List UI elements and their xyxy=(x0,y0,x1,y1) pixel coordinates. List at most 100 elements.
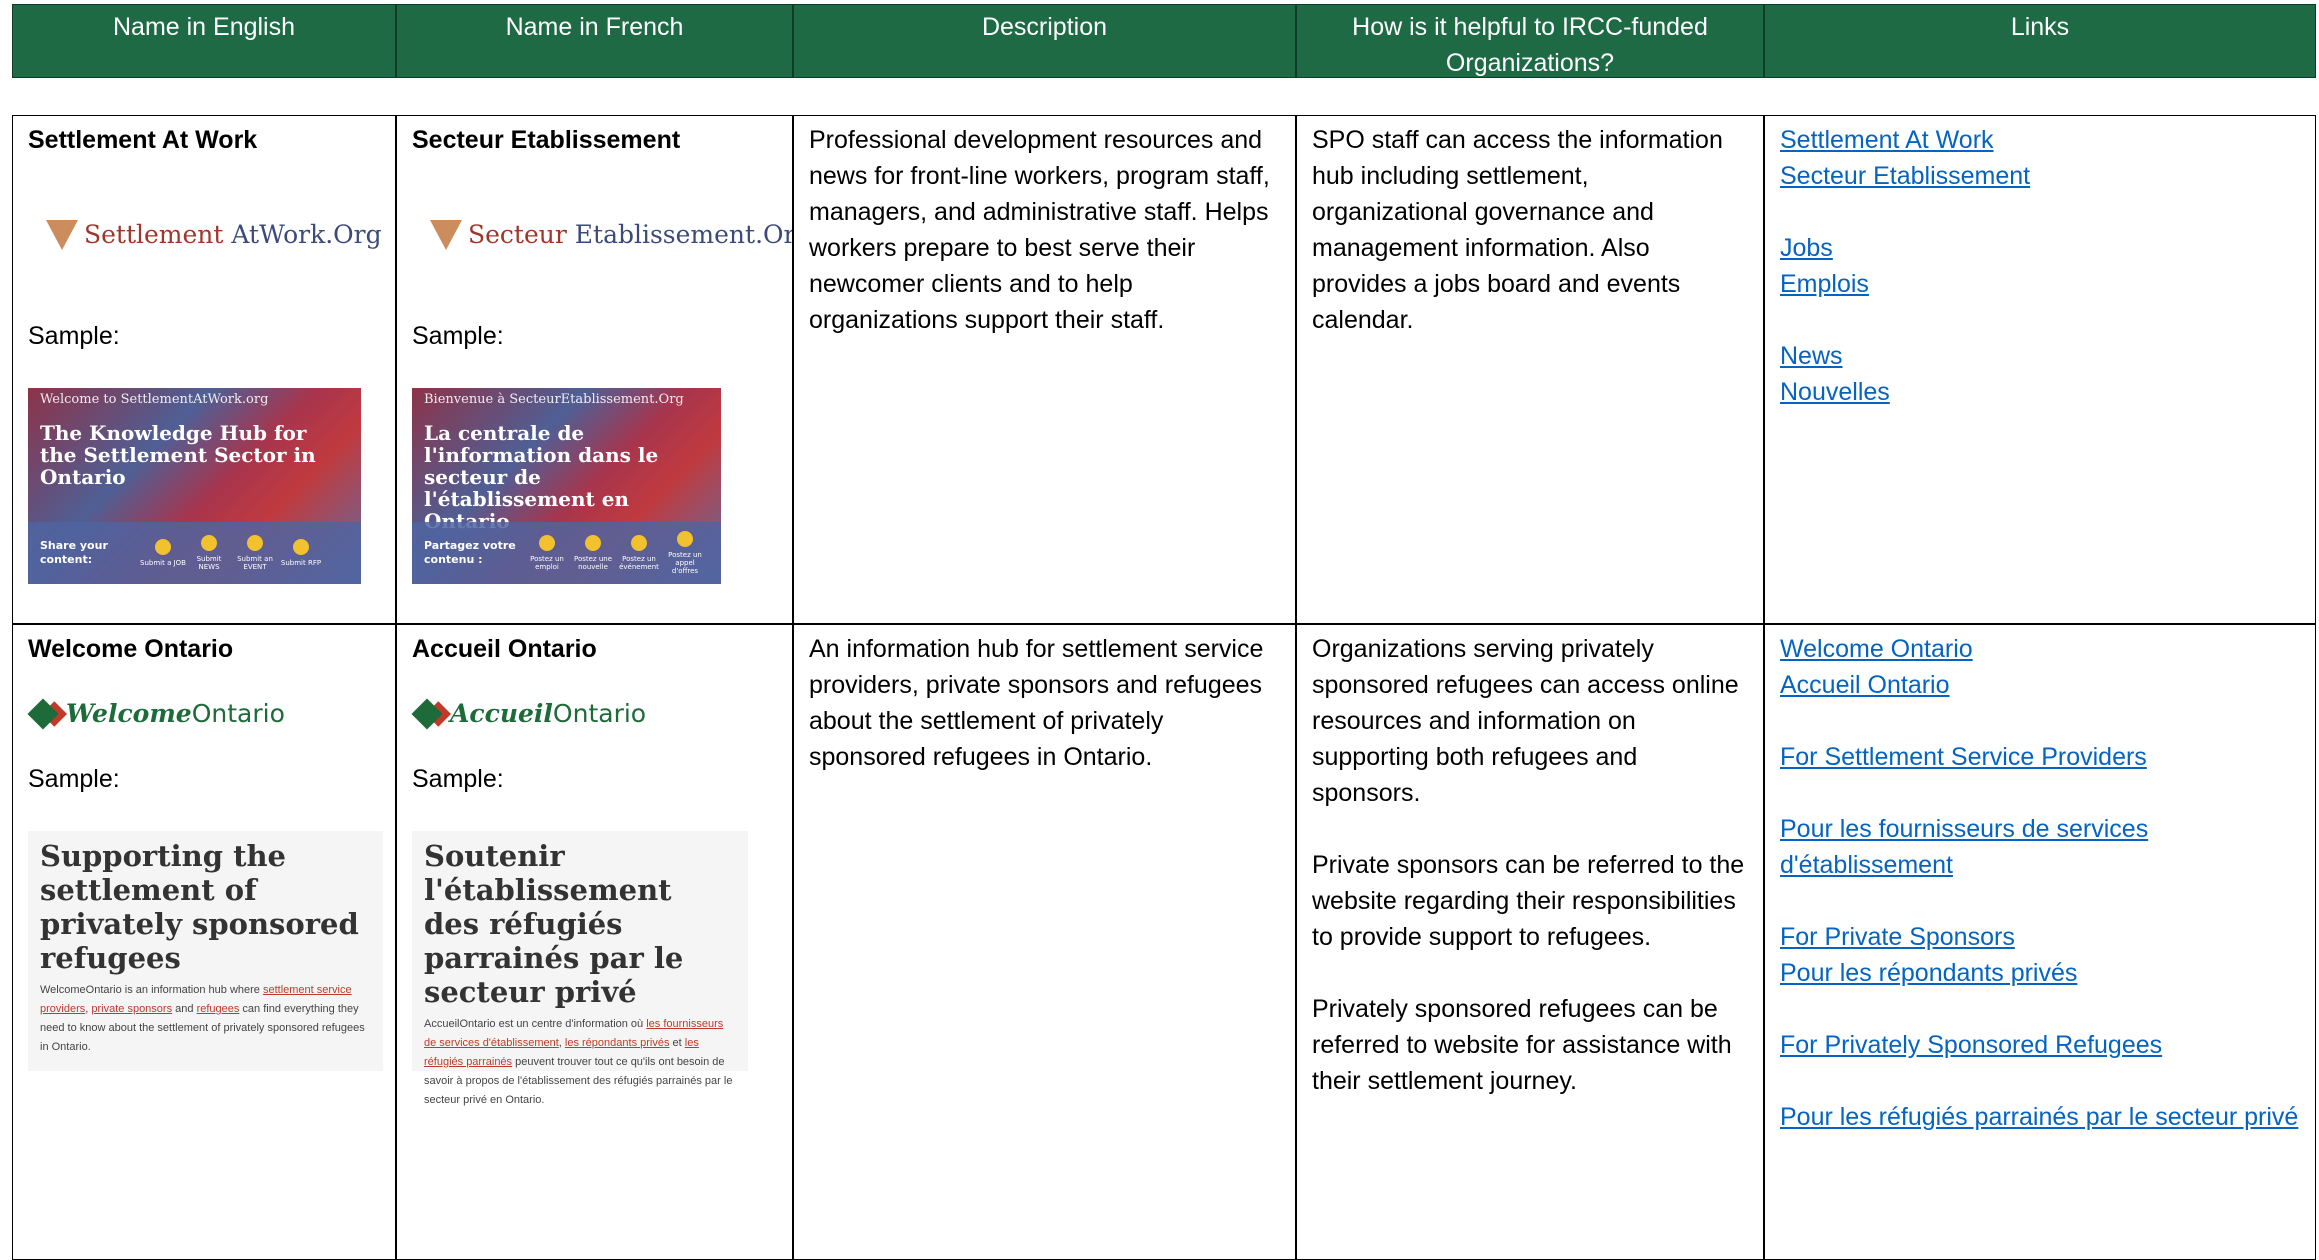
banner-button: Postez une nouvelle xyxy=(570,535,616,571)
link-group: Pour les fournisseurs de services d'étab… xyxy=(1780,811,2300,883)
button-icon xyxy=(677,531,693,547)
logo: Welcome Ontario xyxy=(27,689,380,739)
sample-label: Sample: xyxy=(28,322,120,350)
button-icon xyxy=(155,539,171,555)
table-cell: An information hub for settlement servic… xyxy=(793,624,1296,1260)
sample-label: Sample: xyxy=(412,322,504,350)
button-icon xyxy=(585,535,601,551)
logo: Secteur Etablissement.Org xyxy=(412,210,792,260)
link[interactable]: Pour les répondants privés xyxy=(1780,959,2078,987)
card-text: peuvent trouver tout ce qu'ils ont besoi… xyxy=(424,1056,733,1106)
banner-bar: Partagez votre contenu : Postez un emploi… xyxy=(412,522,721,584)
card-headline: Soutenir l'établissement des réfugiés pa… xyxy=(424,839,684,1009)
banner-button: Postez un emploi xyxy=(524,535,570,571)
button-icon xyxy=(631,535,647,551)
org-name: Accueil Ontario xyxy=(412,635,597,663)
link[interactable]: For Settlement Service Providers xyxy=(1780,743,2147,771)
banner-button: Postez un événement xyxy=(616,535,662,571)
page: Name in English Name in French Description… xyxy=(12,4,2316,1260)
link-group: News Nouvelles xyxy=(1780,338,2300,410)
logo: Accueil Ontario xyxy=(411,689,777,739)
logo: Settlement AtWork.Org xyxy=(28,210,382,260)
link[interactable]: For Private Sponsors xyxy=(1780,923,2015,951)
table-cell: Settlement At Work Settlement AtWork.Org S… xyxy=(12,115,396,624)
logo-icon xyxy=(27,698,59,730)
link[interactable]: Jobs xyxy=(1780,234,1833,262)
button-label: Submit RFP xyxy=(280,559,322,567)
logo-text: Etablissement.Org xyxy=(574,220,793,249)
table-cell: SPO staff can access the information hub… xyxy=(1296,115,1764,624)
sample-image: Welcome to SettlementAtWork.org The Knowl… xyxy=(28,388,361,584)
table-cell: Organizations serving privately sponsore… xyxy=(1296,624,1764,1260)
link[interactable]: Secteur Etablissement xyxy=(1780,162,2031,190)
card-text: et xyxy=(669,1037,685,1049)
banner-top: Welcome to SettlementAtWork.org xyxy=(40,392,269,407)
logo-text: Settlement xyxy=(84,220,224,249)
link[interactable]: Nouvelles xyxy=(1780,378,1890,406)
card-text: WelcomeOntario is an information hub whe… xyxy=(40,984,263,996)
button-icon xyxy=(539,535,555,551)
link[interactable]: News xyxy=(1780,342,1843,370)
org-name: Settlement At Work xyxy=(28,126,258,154)
link[interactable]: Pour les réfugiés parrainés par le secte… xyxy=(1780,1103,2299,1131)
link-group: Welcome Ontario Accueil Ontario xyxy=(1780,631,2300,703)
card-text: , xyxy=(558,1037,565,1049)
logo-text: AtWork.Org xyxy=(231,220,382,249)
logo-text: Secteur xyxy=(468,220,567,249)
card-text: AccueilOntario est un centre d'informati… xyxy=(424,1018,647,1030)
link[interactable]: For Privately Sponsored Refugees xyxy=(1780,1031,2163,1059)
paragraph: Private sponsors can be referred to the … xyxy=(1312,851,1745,951)
logo-text: Ontario xyxy=(552,699,647,728)
link[interactable]: Settlement At Work xyxy=(1780,126,1994,154)
link-group: Jobs Emplois xyxy=(1780,230,2300,302)
table-cell: Welcome Ontario Welcome Ontario Sample: Supp… xyxy=(12,624,396,1260)
sample-image: Bienvenue à SecteurEtablissement.Org La c… xyxy=(412,388,721,584)
table-cell: Settlement At Work Secteur Etablissement J… xyxy=(1764,115,2316,624)
card-link: les répondants privés xyxy=(564,1037,670,1049)
header-cell: Name in English xyxy=(12,4,396,78)
card-text: can find everything they need to know ab… xyxy=(40,1003,365,1053)
link[interactable]: Accueil Ontario xyxy=(1780,671,1950,699)
link-group: For Settlement Service Providers xyxy=(1780,739,2300,775)
card-link: refugees xyxy=(196,1003,240,1015)
card-headline: Supporting the settlement of privately s… xyxy=(40,839,359,975)
card-text: , xyxy=(85,1003,92,1015)
header-cell: How is it helpful to IRCC-funded Organiz… xyxy=(1296,4,1764,78)
button-label: Postez un événement xyxy=(619,555,659,571)
table-cell: Accueil Ontario Accueil Ontario Sample: Sout… xyxy=(396,624,793,1260)
logo-text: Welcome xyxy=(66,699,192,728)
paragraph: SPO staff can access the information hub… xyxy=(1312,126,1723,334)
header-cell: Description xyxy=(793,4,1296,78)
link[interactable]: Emplois xyxy=(1780,270,1869,298)
banner-top: Bienvenue à SecteurEtablissement.Org xyxy=(424,392,684,407)
banner-headline: The Knowledge Hub for the Settlement Sec… xyxy=(40,421,316,489)
link[interactable]: Welcome Ontario xyxy=(1780,635,1973,663)
link[interactable]: Pour les fournisseurs de services d'étab… xyxy=(1780,815,2149,879)
logo-text: Accueil xyxy=(450,699,553,728)
logo-icon xyxy=(411,698,443,730)
header-cell: Name in French xyxy=(396,4,793,78)
button-label: Postez un emploi xyxy=(530,555,564,571)
button-label: Postez un appel d'offres xyxy=(668,551,702,575)
card-body: WelcomeOntario is an information hub whe… xyxy=(40,981,371,1057)
banner-button: Submit an EVENT xyxy=(232,535,278,571)
card-link: settlement service providers xyxy=(40,984,352,1015)
paragraph: Privately sponsored refugees can be refe… xyxy=(1312,995,1732,1095)
button-icon xyxy=(293,539,309,555)
button-icon xyxy=(201,535,217,551)
banner-button: Submit NEWS xyxy=(186,535,232,571)
link-group: For Private Sponsors Pour les répondants … xyxy=(1780,919,2300,991)
button-label: Submit a JOB xyxy=(140,559,186,567)
button-label: Submit NEWS xyxy=(196,555,222,571)
logo-space xyxy=(567,217,575,253)
org-name: Welcome Ontario xyxy=(28,635,234,663)
card-link: les réfugiés parrainés xyxy=(424,1037,699,1068)
logo-icon xyxy=(430,220,462,250)
banner-share: Partagez votre contenu : xyxy=(424,539,516,566)
card-body: AccueilOntario est un centre d'informati… xyxy=(424,1015,736,1110)
link-group: For Privately Sponsored Refugees xyxy=(1780,1027,2300,1063)
logo-icon xyxy=(46,220,78,250)
banner-bar: Share your content: Submit a JOB Submit NE… xyxy=(28,522,361,584)
card-text: and xyxy=(172,1003,197,1015)
sample-label: Sample: xyxy=(28,765,120,793)
